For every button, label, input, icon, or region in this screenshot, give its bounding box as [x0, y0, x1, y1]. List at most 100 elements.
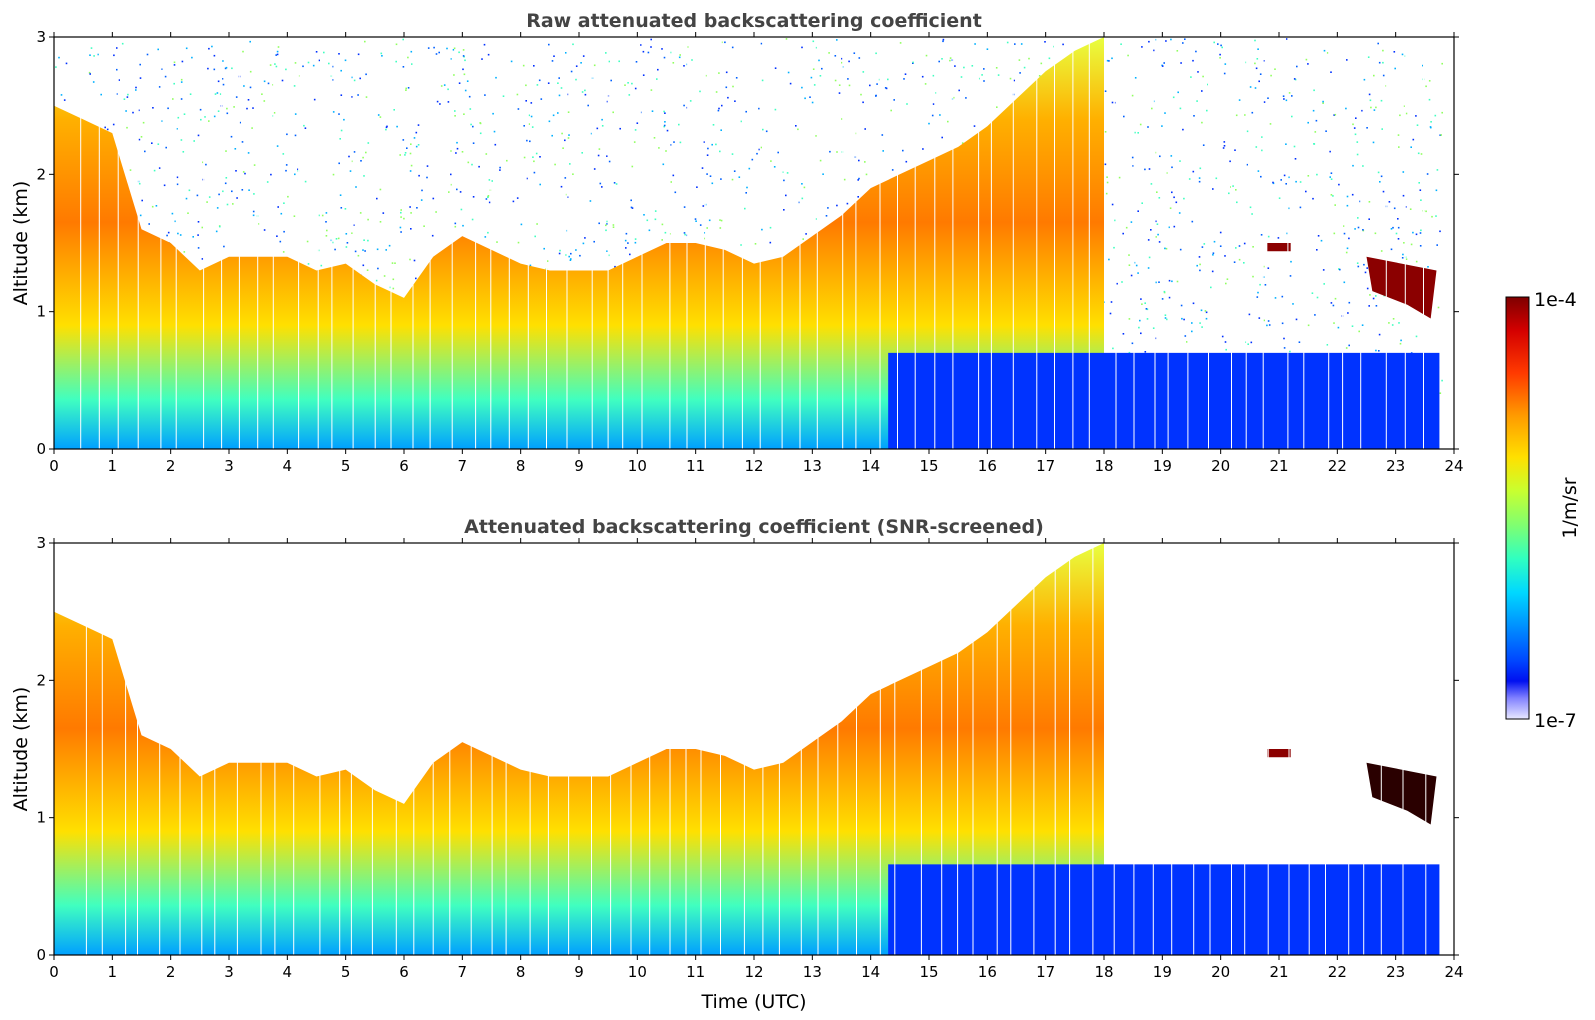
noise-pixel — [400, 216, 402, 218]
noise-pixel — [815, 135, 817, 137]
noise-pixel — [1251, 213, 1253, 215]
noise-pixel — [439, 103, 441, 105]
noise-pixel — [1158, 241, 1161, 243]
noise-pixel — [805, 233, 807, 235]
noise-pixel — [1299, 181, 1302, 183]
noise-pixel — [738, 176, 741, 178]
noise-pixel — [345, 233, 348, 235]
noise-pixel — [207, 67, 209, 70]
noise-pixel — [1191, 220, 1194, 223]
noise-pixel — [394, 262, 396, 264]
noise-pixel — [624, 84, 626, 86]
noise-pixel — [367, 218, 369, 221]
noise-pixel — [1127, 54, 1129, 57]
noise-pixel — [205, 163, 207, 166]
noise-pixel — [1176, 280, 1179, 283]
aerosol-layer — [54, 543, 1104, 955]
noise-pixel — [1222, 147, 1225, 149]
noise-pixel — [173, 64, 176, 66]
noise-pixel — [458, 51, 460, 54]
noise-pixel — [479, 122, 482, 125]
noise-pixel — [809, 96, 811, 98]
noise-pixel — [340, 129, 343, 132]
noise-pixel — [1316, 296, 1319, 299]
noise-pixel — [1150, 183, 1153, 185]
noise-pixel — [1145, 308, 1148, 310]
noise-pixel — [552, 114, 555, 117]
x-tick-label: 23 — [1386, 963, 1405, 981]
noise-pixel — [164, 75, 167, 78]
noise-pixel — [1118, 176, 1121, 179]
noise-pixel — [539, 156, 541, 158]
noise-pixel — [1291, 95, 1293, 97]
noise-pixel — [353, 79, 356, 82]
noise-pixel — [487, 53, 490, 56]
noise-pixel — [547, 82, 550, 84]
x-tick-label: 9 — [574, 963, 584, 981]
noise-pixel — [116, 47, 118, 49]
noise-pixel — [293, 85, 296, 87]
noise-pixel — [1256, 58, 1259, 60]
noise-pixel — [1199, 322, 1201, 324]
noise-pixel — [1196, 264, 1198, 267]
noise-pixel — [1207, 83, 1209, 86]
noise-pixel — [650, 89, 653, 91]
noise-pixel — [1184, 38, 1186, 40]
noise-pixel — [1399, 342, 1402, 345]
noise-pixel — [182, 151, 185, 153]
noise-pixel — [836, 151, 838, 153]
noise-pixel — [222, 60, 224, 62]
x-tick-label: 14 — [861, 963, 880, 981]
noise-pixel — [1243, 242, 1246, 245]
noise-pixel — [1305, 190, 1307, 193]
noise-pixel — [663, 124, 666, 127]
noise-pixel — [409, 258, 411, 261]
noise-pixel — [1014, 43, 1016, 45]
noise-pixel — [232, 203, 234, 205]
noise-pixel — [1171, 166, 1173, 169]
noise-pixel — [1366, 127, 1368, 129]
noise-pixel — [533, 65, 535, 67]
noise-pixel — [176, 128, 178, 130]
noise-pixel — [294, 62, 297, 64]
noise-pixel — [601, 125, 604, 127]
noise-pixel — [213, 115, 216, 118]
noise-pixel — [925, 54, 928, 57]
noise-pixel — [1128, 318, 1131, 320]
noise-pixel — [367, 239, 369, 242]
noise-pixel — [1289, 350, 1291, 353]
noise-pixel — [454, 110, 456, 112]
noise-pixel — [440, 85, 443, 87]
noise-pixel — [252, 210, 255, 213]
noise-pixel — [756, 152, 758, 155]
noise-pixel — [93, 55, 95, 57]
noise-pixel — [275, 65, 278, 68]
noise-pixel — [1184, 335, 1187, 337]
noise-pixel — [294, 134, 297, 137]
noise-pixel — [487, 231, 489, 234]
noise-pixel — [293, 215, 296, 217]
noise-pixel — [216, 92, 219, 94]
noise-pixel — [1355, 117, 1357, 119]
noise-pixel — [1285, 183, 1287, 185]
noise-pixel — [803, 186, 806, 189]
noise-pixel — [1111, 203, 1114, 206]
noise-pixel — [1132, 165, 1134, 167]
noise-pixel — [354, 250, 357, 253]
noise-pixel — [1356, 141, 1359, 143]
noise-pixel — [1323, 283, 1325, 285]
noise-pixel — [338, 113, 340, 115]
noise-pixel — [506, 159, 508, 162]
noise-pixel — [631, 165, 634, 168]
noise-pixel — [601, 118, 603, 121]
noise-pixel — [100, 93, 102, 96]
x-tick-label: 8 — [516, 457, 526, 475]
noise-pixel — [954, 65, 956, 67]
noise-pixel — [1182, 128, 1184, 131]
noise-pixel — [516, 93, 519, 96]
noise-pixel — [239, 121, 241, 124]
noise-pixel — [188, 189, 191, 192]
noise-pixel — [1164, 314, 1167, 316]
noise-pixel — [478, 165, 480, 168]
noise-pixel — [684, 233, 686, 236]
